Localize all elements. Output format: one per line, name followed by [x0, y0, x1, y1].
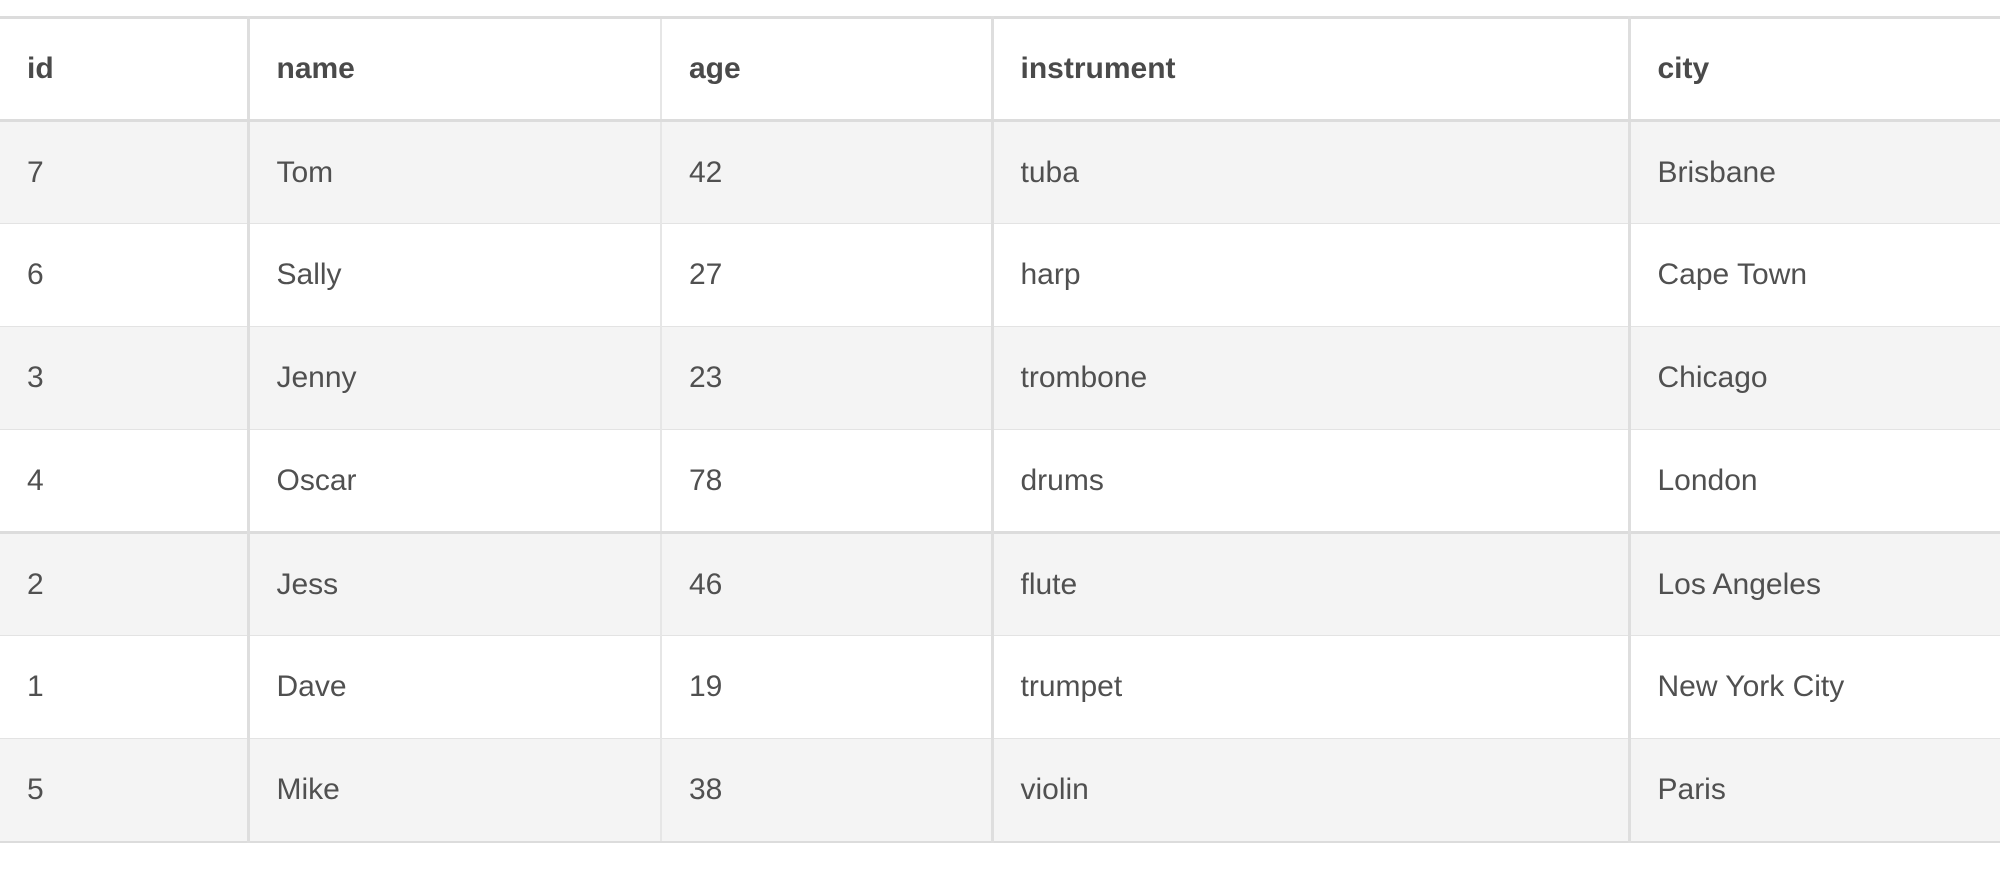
cell-city: Paris: [1629, 738, 2000, 843]
table-row: 5 Mike 38 violin Paris: [0, 738, 2000, 843]
cell-age: 23: [661, 326, 994, 430]
cell-id: 1: [0, 635, 250, 739]
cell-city: New York City: [1629, 635, 2000, 739]
cell-age: 46: [661, 531, 994, 636]
cell-age: 27: [661, 223, 994, 327]
cell-id: 7: [0, 120, 250, 224]
cell-id: 4: [0, 429, 250, 533]
cell-city: Brisbane: [1629, 120, 2000, 224]
cell-city: London: [1629, 429, 2000, 533]
cell-name: Mike: [248, 738, 662, 843]
cell-id: 2: [0, 531, 250, 636]
cell-name: Jess: [248, 531, 662, 636]
cell-city: Cape Town: [1629, 223, 2000, 327]
table-header: id name age instrument city: [0, 17, 2000, 122]
column-header-id[interactable]: id: [0, 17, 250, 122]
cell-age: 78: [661, 429, 994, 533]
cell-instrument: flute: [992, 531, 1631, 636]
cell-name: Oscar: [248, 429, 662, 533]
column-header-instrument[interactable]: instrument: [992, 17, 1631, 122]
cell-instrument: trumpet: [992, 635, 1631, 739]
table-body: 7 Tom 42 tuba Brisbane 6 Sally 27 harp C…: [0, 120, 2000, 843]
data-table-container: id name age instrument city 7 Tom 42 tub…: [0, 16, 2000, 843]
cell-id: 5: [0, 738, 250, 843]
cell-name: Jenny: [248, 326, 662, 430]
cell-name: Sally: [248, 223, 662, 327]
cell-id: 6: [0, 223, 250, 327]
cell-instrument: harp: [992, 223, 1631, 327]
column-header-city[interactable]: city: [1629, 17, 2000, 122]
table-row: 2 Jess 46 flute Los Angeles: [0, 531, 2000, 636]
table-row: 4 Oscar 78 drums London: [0, 429, 2000, 533]
table-row: 1 Dave 19 trumpet New York City: [0, 635, 2000, 739]
cell-city: Los Angeles: [1629, 531, 2000, 636]
cell-age: 19: [661, 635, 994, 739]
table-row: 3 Jenny 23 trombone Chicago: [0, 326, 2000, 430]
column-header-age[interactable]: age: [661, 17, 994, 122]
column-header-name[interactable]: name: [248, 17, 662, 122]
cell-name: Tom: [248, 120, 662, 224]
cell-city: Chicago: [1629, 326, 2000, 430]
cell-age: 38: [661, 738, 994, 843]
header-row: id name age instrument city: [0, 17, 2000, 122]
cell-age: 42: [661, 120, 994, 224]
cell-id: 3: [0, 326, 250, 430]
cell-instrument: trombone: [992, 326, 1631, 430]
data-table: id name age instrument city 7 Tom 42 tub…: [0, 16, 2000, 843]
cell-instrument: tuba: [992, 120, 1631, 224]
cell-instrument: drums: [992, 429, 1631, 533]
table-row: 7 Tom 42 tuba Brisbane: [0, 120, 2000, 224]
cell-instrument: violin: [992, 738, 1631, 843]
table-row: 6 Sally 27 harp Cape Town: [0, 223, 2000, 327]
cell-name: Dave: [248, 635, 662, 739]
